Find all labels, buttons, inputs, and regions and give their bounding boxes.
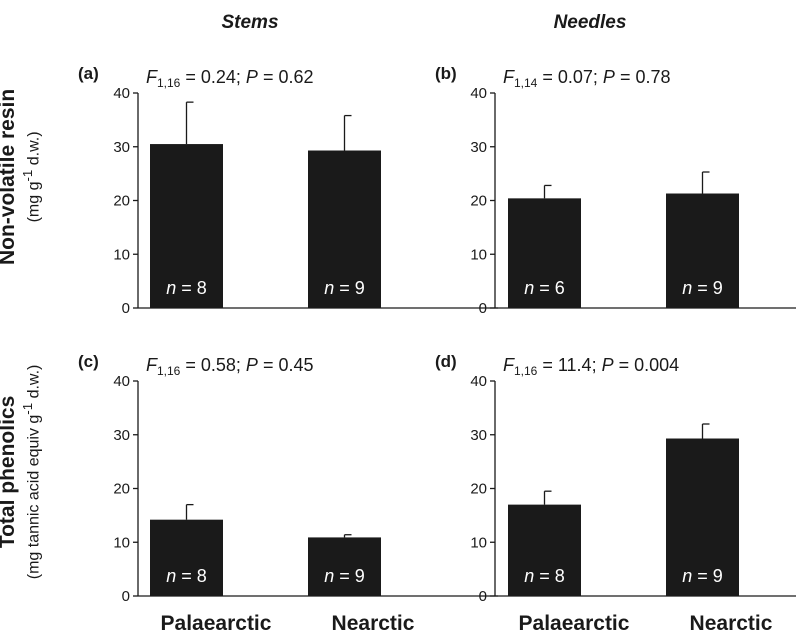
bar-nearctic xyxy=(308,537,381,596)
stat-annotation: F1,14 = 0.07; P = 0.78 xyxy=(503,67,670,90)
n-label: n = 9 xyxy=(682,278,723,298)
x-label-nearctic-needles: Nearctic xyxy=(689,612,773,635)
y-tick-label: 40 xyxy=(470,85,487,102)
x-label-palaearctic-needles: Palaearctic xyxy=(518,612,630,635)
y-tick-label: 40 xyxy=(470,373,487,390)
bar-nearctic xyxy=(666,438,739,596)
y-tick-label: 40 xyxy=(113,373,130,390)
y-tick-label: 0 xyxy=(122,588,130,605)
y-tick-label: 0 xyxy=(479,588,487,605)
y-tick-label: 30 xyxy=(470,427,487,444)
y-tick-label: 20 xyxy=(113,193,130,210)
y-tick-label: 20 xyxy=(113,481,130,498)
panel-d: 0 10 20 30 40 (d) F1,16 = 11.4; P = 0.004 n = 8… xyxy=(435,352,796,605)
x-label-palaearctic-stems: Palaearctic xyxy=(160,612,272,635)
panel-a: 0 10 20 30 40 (a) F1,16 = 0.24; P = 0.62 n = 8 n… xyxy=(78,64,498,317)
bar-nearctic xyxy=(666,193,739,308)
stat-annotation: F1,16 = 0.58; P = 0.45 xyxy=(146,355,313,378)
column-title-stems: Stems xyxy=(221,12,279,33)
n-label: n = 9 xyxy=(682,566,723,586)
x-label-nearctic-stems: Nearctic xyxy=(331,612,415,635)
bar-palaearctic xyxy=(508,504,581,596)
panel-label: (c) xyxy=(78,352,99,371)
y-tick-label: 20 xyxy=(470,481,487,498)
n-label: n = 9 xyxy=(324,566,365,586)
bar-palaearctic xyxy=(508,198,581,308)
stat-annotation: F1,16 = 0.24; P = 0.62 xyxy=(146,67,313,90)
panel-label: (d) xyxy=(435,352,457,371)
bar-palaearctic xyxy=(150,519,223,596)
y-tick-label: 0 xyxy=(479,300,487,317)
n-label: n = 8 xyxy=(166,566,207,586)
y-tick-label: 0 xyxy=(122,300,130,317)
y-tick-label: 10 xyxy=(470,534,487,551)
n-label: n = 6 xyxy=(524,278,565,298)
column-title-needles: Needles xyxy=(553,12,627,33)
panel-label: (b) xyxy=(435,64,457,83)
n-label: n = 8 xyxy=(166,278,207,298)
panel-label: (a) xyxy=(78,64,99,83)
n-label: n = 9 xyxy=(324,278,365,298)
y-tick-label: 40 xyxy=(113,85,130,102)
y-tick-label: 30 xyxy=(113,139,130,156)
bar-palaearctic xyxy=(150,144,223,308)
n-label: n = 8 xyxy=(524,566,565,586)
stat-annotation: F1,16 = 11.4; P = 0.004 xyxy=(503,355,679,378)
y-tick-label: 10 xyxy=(113,534,130,551)
y-tick-label: 10 xyxy=(113,246,130,263)
y-tick-label: 30 xyxy=(113,427,130,444)
y-tick-label: 30 xyxy=(470,139,487,156)
panel-c: 0 10 20 30 40 (c) F1,16 = 0.58; P = 0.45 n = 8 n… xyxy=(78,352,498,605)
y-tick-label: 20 xyxy=(470,193,487,210)
y-tick-label: 10 xyxy=(470,246,487,263)
panel-b: 0 10 20 30 40 (b) F1,14 = 0.07; P = 0.78 n = 6 n… xyxy=(435,64,796,317)
bar-nearctic xyxy=(308,150,381,308)
